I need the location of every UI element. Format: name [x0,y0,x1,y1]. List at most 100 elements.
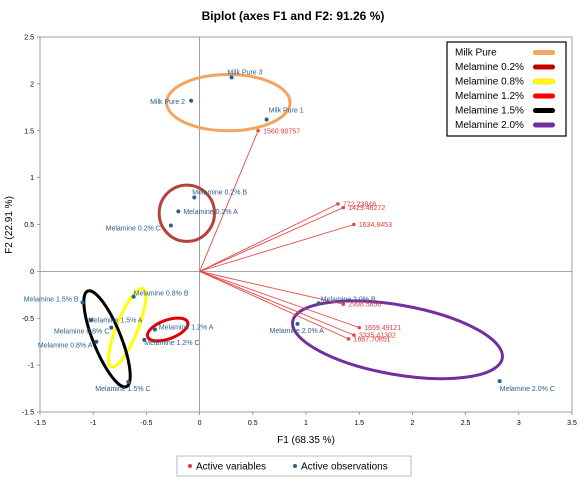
observation-label: Melamine 1.5% B [24,296,79,303]
legend-label: Melamine 1.2% [455,91,524,102]
variable-label: 1560.90757 [263,128,300,135]
observation-label: Milk Pure 1 [269,108,304,115]
observation-point [264,117,269,122]
ellipses-group [82,73,504,389]
variable-vector [199,207,344,272]
variable-label: 2998.5856 [348,302,381,309]
observation-point [152,327,157,332]
legend-label: Milk Pure [455,48,497,59]
x-tick-label: 2 [410,420,414,427]
observation-label: Milk Pure 3 [228,69,263,76]
observation-label: Melamine 0.8% B [134,291,189,298]
observation-label: Melamine 2.0% A [269,328,324,335]
x-tick-label: 0.5 [248,420,258,427]
bottom-legend-marker [293,464,297,468]
variable-label: 3335.41302 [359,333,396,340]
observation-label: Melamine 1.5% C [95,386,150,393]
observation-label: Milk Pure 2 [150,99,185,106]
legend-swatch [533,50,555,55]
legend-label: Melamine 1.5% [455,106,524,117]
variable-vector [199,224,355,272]
y-tick-label: 0 [30,269,34,276]
observation-point [89,318,94,323]
ellipse-melamine-2-0- [291,299,504,381]
legend-swatch [533,64,555,70]
observation-point [109,325,114,330]
legend-swatch [533,93,555,99]
ellipse-melamine-1-5- [82,289,132,389]
variable-point [346,337,351,341]
observation-point [316,301,321,306]
legend-swatch [533,122,555,128]
legend-swatch [532,78,556,85]
x-tick-label: 1 [304,420,308,427]
observation-label: Melamine 0.8% C [54,329,109,336]
ellipse-milk-pure [165,73,292,133]
observation-label: Melamine 2.0% C [500,386,555,393]
variable-vector [199,270,349,340]
ellipse-melamine-0-8- [107,286,148,369]
observation-point [497,379,502,384]
variable-vector [199,270,355,336]
variable-point [336,202,340,206]
observation-label: Melamine 1.5% A [88,318,143,325]
y-tick-label: 1 [30,175,34,182]
legend-label: Melamine 2.0% [455,120,524,131]
variable-label: 1634.8453 [359,222,392,229]
y-tick-label: 0.5 [24,222,34,229]
x-tick-label: 3 [517,420,521,427]
observation-point [131,294,136,299]
variable-point [352,222,356,227]
x-tick-label: 1.5 [354,420,364,427]
observation-label: Melamine 0.8% A [38,343,93,350]
legend-label: Melamine 0.8% [455,77,524,88]
y-axis-title: F2 (22.91 %) [4,196,15,254]
observation-label: Melamine 0.2% C [106,225,161,232]
observation-label: Melamine 0.2% A [183,209,238,216]
observation-point [126,380,131,384]
variable-point [352,333,356,337]
legend-swatch [533,108,555,113]
x-tick-label: 2.5 [461,420,471,427]
variable-vector [199,270,360,329]
observation-point [142,337,147,342]
variable-label: 1429.46272 [348,205,385,212]
observation-point [229,75,234,80]
variable-point [341,302,346,306]
y-tick-label: 1.5 [24,128,34,135]
variable-point [357,325,362,330]
bottom-legend-label: Active observations [301,462,388,473]
observation-point [295,321,300,326]
y-tick-label: -0.5 [22,316,34,323]
observation-point [192,195,197,200]
x-tick-label: -0.5 [140,420,152,427]
observation-point [176,209,181,214]
y-tick-label: -1.5 [22,410,34,417]
x-tick-label: -1.5 [34,420,46,427]
observation-label: Melamine 2.0% B [321,296,376,303]
observation-label: Melamine 1.2% C [144,340,199,347]
axes-group: -1.5 -1 -0.5 0 0.5 1 1.5 2 2.5 3 3.5 2.5 2 1.5 1 0.5 0 -0… [22,35,577,428]
observation-point [189,98,194,103]
legend-box [446,41,567,137]
y-tick-label: -1 [28,363,34,370]
observation-label: Melamine 1.2% A [159,325,214,332]
observation-point [80,300,85,305]
variable-label: 1667.70651 [354,336,391,343]
ellipse-melamine-0-2- [157,183,216,243]
observation-point [168,223,173,228]
variable-vector [199,203,339,272]
ellipse-melamine-1-2- [145,316,190,343]
observation-points-group: Milk Pure 3 Milk Pure 2 Milk Pure 1 Melamin… [24,69,555,393]
chart-title: Biplot (axes F1 and F2: 91.26 %) [202,9,385,23]
x-tick-label: 0 [198,420,202,427]
y-tick-label: 2 [30,81,34,88]
variable-label: 772.23848 [343,201,376,208]
bottom-legend-marker [188,464,192,468]
variable-point [256,128,260,133]
variable-vector [199,270,344,305]
x-tick-label: 3.5 [567,420,577,427]
legend-label: Melamine 0.2% [455,62,524,73]
